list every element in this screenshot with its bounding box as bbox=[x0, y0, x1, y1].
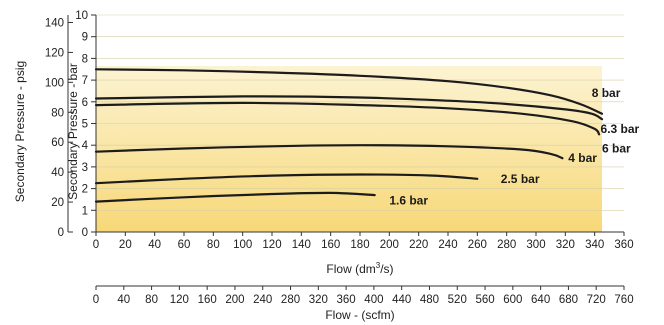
y-axis-title-bar: Secondary Pressure - bar bbox=[66, 63, 80, 200]
scfm-tick-label: 400 bbox=[364, 294, 383, 306]
scfm-tick-label: 480 bbox=[420, 294, 439, 306]
flow-tick-label: 200 bbox=[380, 239, 399, 251]
scfm-tick-label: 680 bbox=[559, 294, 578, 306]
scfm-tick-label: 560 bbox=[475, 294, 494, 306]
bar-tick-label: 10 bbox=[75, 10, 88, 22]
curve-label-4-bar: 4 bar bbox=[568, 151, 597, 165]
psig-tick-label: 120 bbox=[45, 47, 64, 59]
flow-tick-label: 340 bbox=[585, 239, 604, 251]
curve-label-2-5-bar: 2.5 bar bbox=[501, 172, 540, 186]
bar-tick-label: 4 bbox=[82, 140, 89, 152]
bar-tick-label: 2 bbox=[82, 184, 88, 196]
curve-labels: 8 bar 6.3 bar 6 bar 4 bar 2.5 bar 1.6 bar bbox=[389, 86, 639, 207]
scfm-tick-label: 240 bbox=[253, 294, 272, 306]
x-axis-title-superscript: 3 bbox=[376, 261, 381, 270]
flow-tick-label: 60 bbox=[178, 239, 191, 251]
curve-1-6-bar bbox=[94, 191, 376, 203]
scfm-tick-label: 720 bbox=[587, 294, 606, 306]
flow-ticks: 0 20 40 60 80 100 120 140 160 180 200 220 240 260 280 3… bbox=[93, 232, 634, 251]
scfm-tick-label: 160 bbox=[198, 294, 217, 306]
scfm-tick-label: 440 bbox=[392, 294, 411, 306]
bar-tick-label: 1 bbox=[82, 205, 88, 217]
psig-tick-label: 0 bbox=[58, 227, 64, 239]
flow-tick-label: 280 bbox=[497, 239, 516, 251]
curve-label-1-6-bar: 1.6 bar bbox=[389, 194, 428, 208]
curve-8-bar bbox=[94, 68, 604, 115]
scfm-tick-label: 0 bbox=[93, 294, 99, 306]
psig-tick-label: 20 bbox=[51, 197, 64, 209]
scfm-tick-label: 760 bbox=[614, 294, 633, 306]
psig-tick-label: 80 bbox=[51, 107, 64, 119]
curve-6-3-bar bbox=[94, 95, 604, 121]
flow-tick-label: 140 bbox=[292, 239, 311, 251]
scfm-tick-label: 280 bbox=[281, 294, 300, 306]
bar-tick-label: 3 bbox=[82, 162, 88, 174]
flow-tick-label: 320 bbox=[556, 239, 575, 251]
bar-tick-label: 9 bbox=[82, 32, 88, 44]
curve-2-5-bar bbox=[94, 173, 479, 185]
flow-tick-label: 360 bbox=[614, 239, 633, 251]
flow-tick-label: 300 bbox=[526, 239, 545, 251]
gridlines bbox=[96, 14, 624, 211]
bar-tick-label: 5 bbox=[82, 119, 88, 131]
flow-tick-label: 0 bbox=[93, 239, 99, 251]
psig-tick-label: 40 bbox=[51, 167, 64, 179]
psig-tick-label: 140 bbox=[45, 17, 64, 29]
flow-tick-label: 220 bbox=[409, 239, 428, 251]
psig-tick-label: 60 bbox=[51, 137, 64, 149]
pressure-curves bbox=[94, 68, 604, 203]
flow-tick-label: 160 bbox=[321, 239, 340, 251]
scfm-tick-label: 200 bbox=[225, 294, 244, 306]
curve-label-6-bar: 6 bar bbox=[602, 141, 631, 155]
psig-ticks: 0 20 40 60 80 100 120 140 bbox=[45, 17, 73, 239]
scfm-tick-label: 40 bbox=[117, 294, 130, 306]
scfm-ticks: 0 40 80 120 160 200 240 280 320 360 400 440 480 520 56… bbox=[93, 286, 634, 306]
flow-tick-label: 40 bbox=[148, 239, 161, 251]
x-axis-title-scfm: Flow - (scfm) bbox=[325, 308, 394, 322]
scfm-tick-label: 320 bbox=[309, 294, 328, 306]
flow-tick-label: 20 bbox=[119, 239, 132, 251]
y-axis-title-psig: Secondary Pressure - psig bbox=[13, 61, 27, 202]
curve-label-8-bar: 8 bar bbox=[592, 86, 621, 100]
scfm-tick-label: 640 bbox=[531, 294, 550, 306]
bar-ticks: 0 1 2 3 4 5 6 7 8 9 10 bbox=[75, 10, 96, 239]
scfm-tick-label: 80 bbox=[145, 294, 158, 306]
bar-tick-label: 0 bbox=[82, 227, 88, 239]
bar-tick-label: 6 bbox=[82, 97, 88, 109]
bar-tick-label: 8 bbox=[82, 53, 88, 65]
x-axis-title-prefix: Flow (dm bbox=[326, 262, 375, 276]
flow-tick-label: 240 bbox=[438, 239, 457, 251]
flow-tick-label: 180 bbox=[350, 239, 369, 251]
scfm-tick-label: 600 bbox=[503, 294, 522, 306]
scfm-tick-label: 120 bbox=[170, 294, 189, 306]
x-axis-title-flow: Flow (dm3/s) bbox=[326, 261, 393, 276]
curve-4-bar bbox=[94, 144, 564, 160]
x-axis-title-suffix: /s) bbox=[380, 262, 393, 276]
curve-label-6-3-bar: 6.3 bar bbox=[601, 122, 640, 136]
psig-tick-label: 100 bbox=[45, 77, 64, 89]
flow-tick-label: 80 bbox=[207, 239, 220, 251]
scfm-tick-label: 520 bbox=[448, 294, 467, 306]
scfm-tick-label: 360 bbox=[337, 294, 356, 306]
flow-tick-label: 100 bbox=[233, 239, 252, 251]
curve-6-bar bbox=[94, 101, 601, 136]
flow-tick-label: 260 bbox=[468, 239, 487, 251]
bar-tick-label: 7 bbox=[82, 75, 88, 87]
flow-tick-label: 120 bbox=[262, 239, 281, 251]
